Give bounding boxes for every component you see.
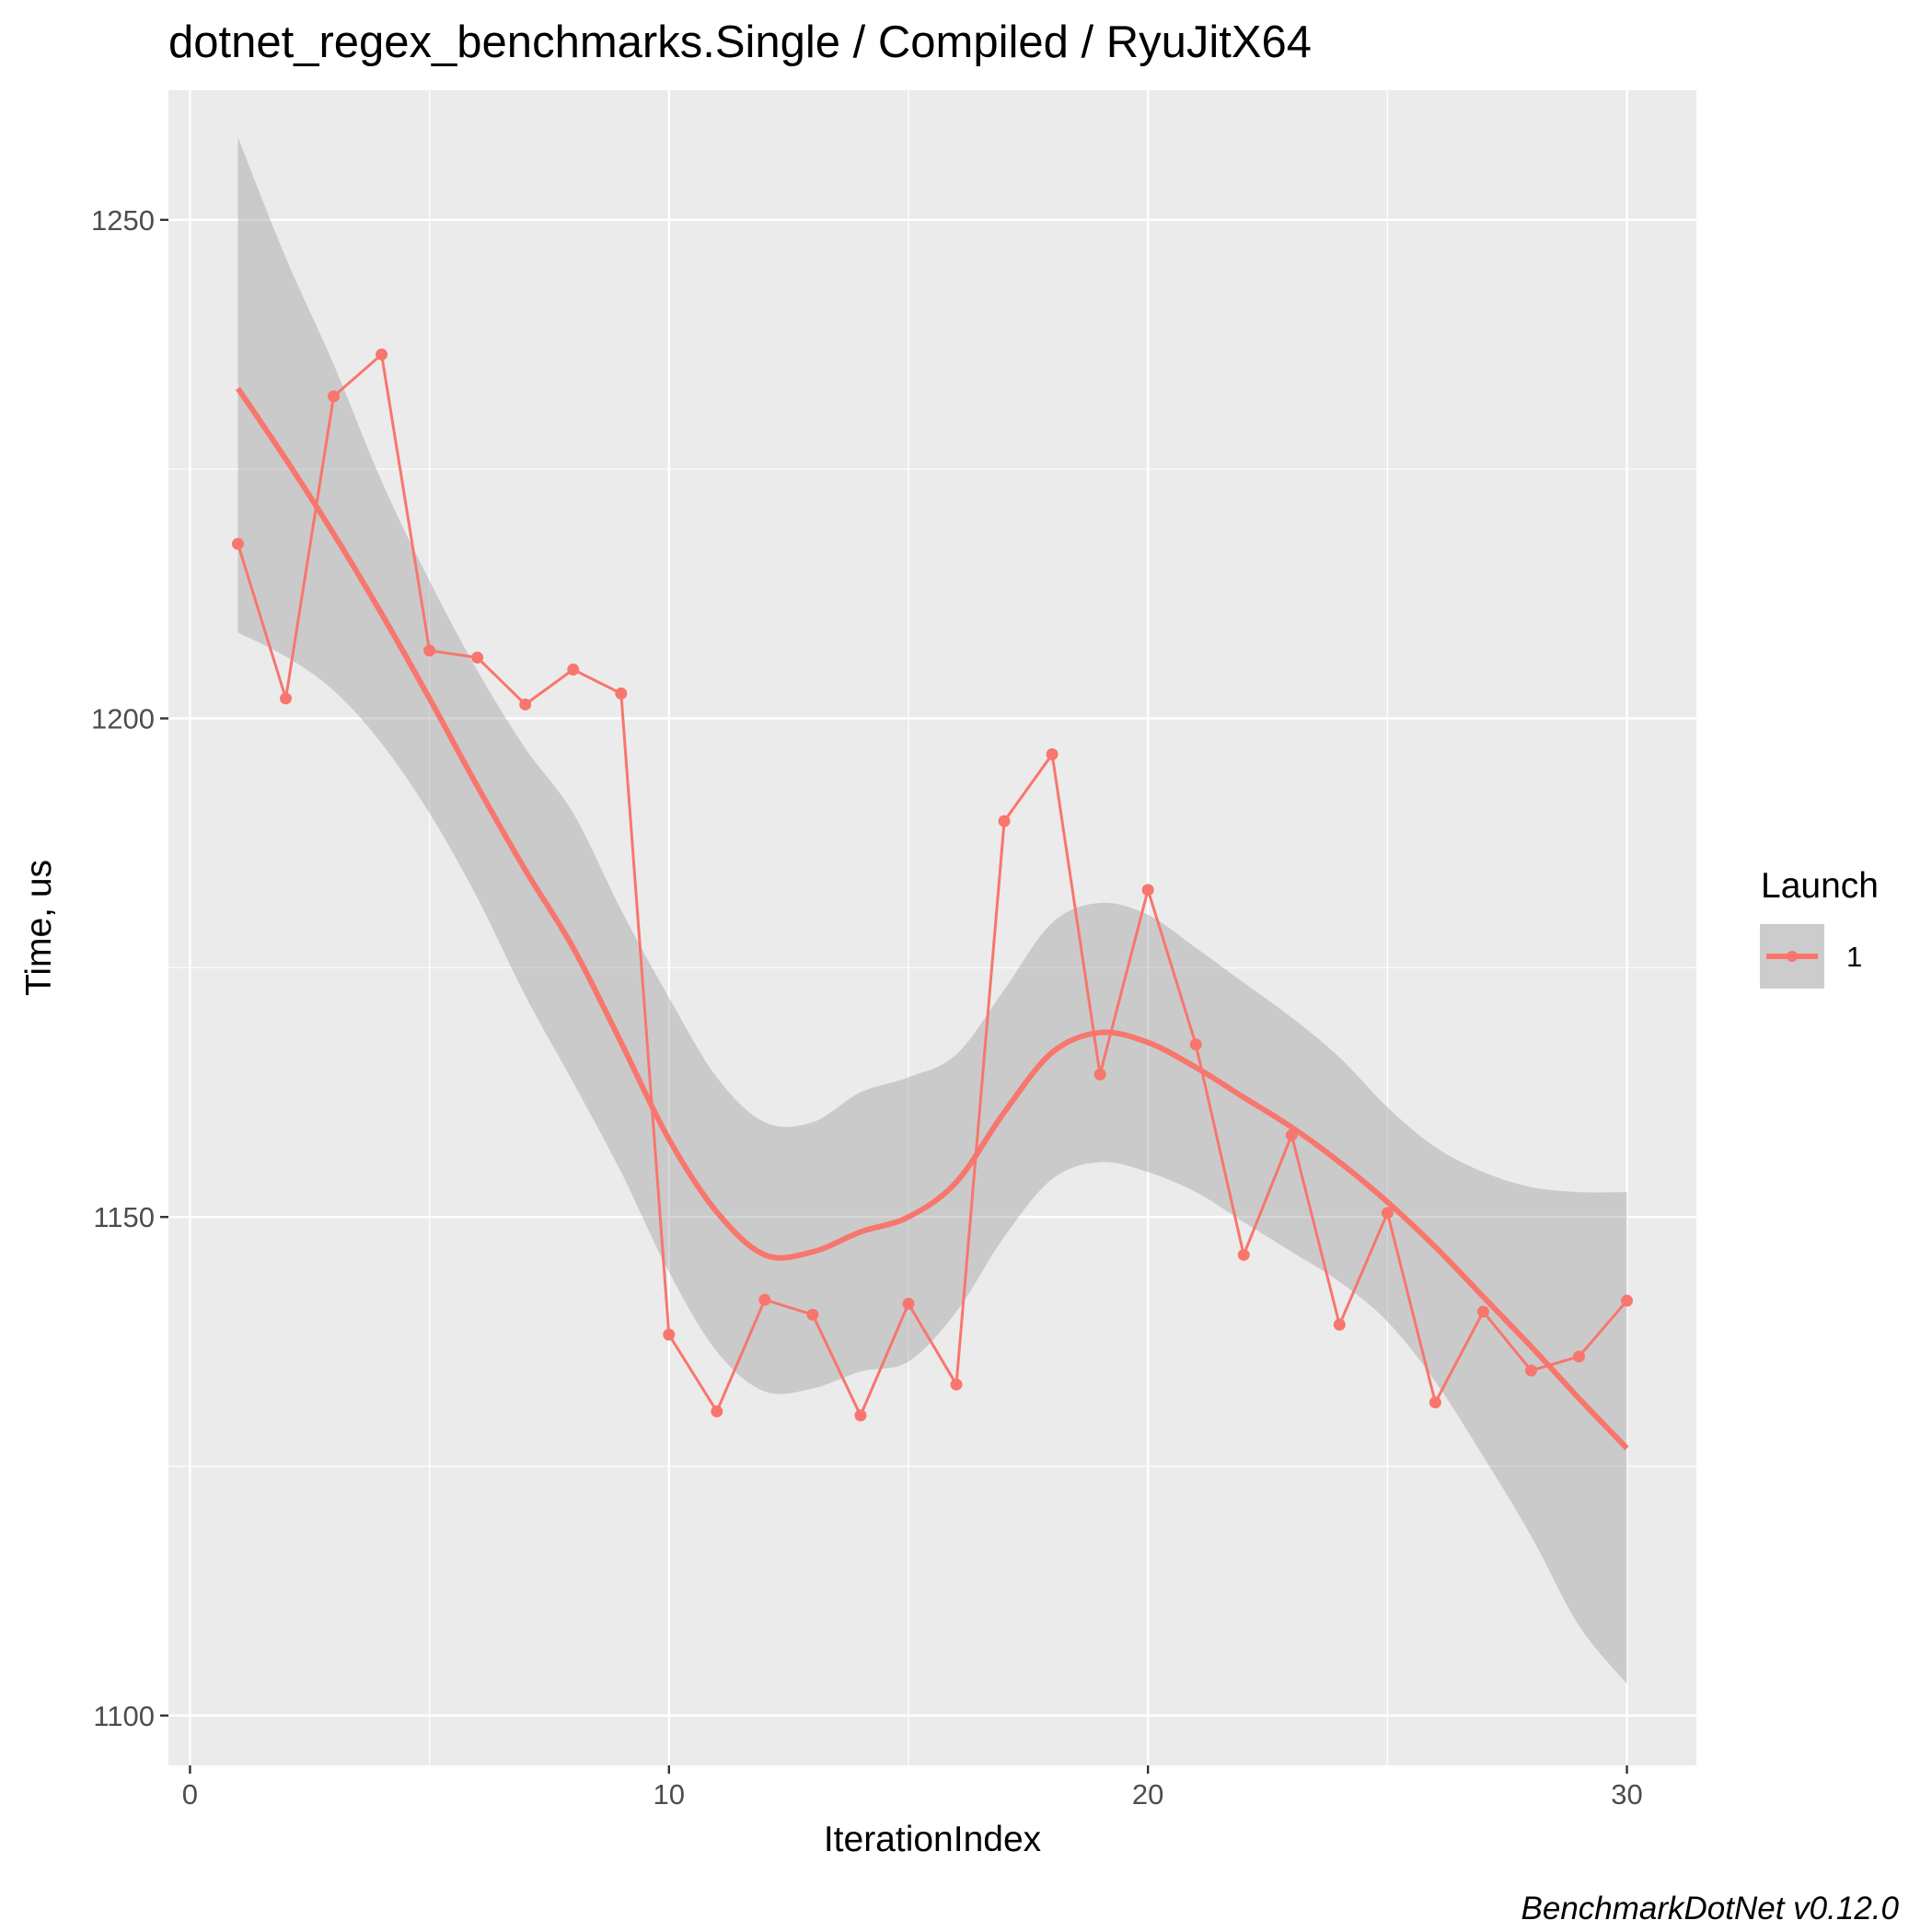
- series-line: [237, 352, 1628, 1419]
- confidence-ribbon: [237, 136, 1627, 1684]
- data-point: [567, 663, 580, 676]
- data-point: [1141, 884, 1154, 897]
- y-tick-label: 1250: [91, 204, 155, 237]
- y-axis-title: Time, us: [19, 860, 59, 996]
- data-point: [1524, 1364, 1537, 1377]
- major-gridlines: [168, 90, 1696, 1765]
- data-point: [279, 692, 292, 705]
- data-point: [1381, 1207, 1394, 1220]
- x-tick-label: 20: [1132, 1778, 1163, 1811]
- data-point: [328, 390, 341, 403]
- legend-key-point: [1787, 951, 1798, 962]
- minor-gridlines: [168, 90, 1696, 1765]
- data-point: [615, 687, 628, 700]
- data-point: [519, 698, 532, 711]
- data-point: [1237, 1248, 1250, 1261]
- y-tick-label: 1200: [91, 703, 155, 735]
- data-point: [1573, 1350, 1586, 1363]
- data-point: [1093, 1068, 1106, 1081]
- data-point: [1189, 1038, 1202, 1051]
- x-axis-title: IterationIndex: [824, 1820, 1042, 1859]
- data-point: [376, 348, 388, 361]
- data-point: [423, 644, 436, 657]
- data-point: [1333, 1318, 1346, 1331]
- data-points: [231, 348, 1634, 1422]
- y-tick-label: 1150: [93, 1201, 155, 1233]
- data-point: [711, 1405, 723, 1417]
- chart-title: dotnet_regex_benchmarks.Single / Compile…: [168, 17, 1312, 67]
- data-point: [806, 1308, 819, 1321]
- y-tick-label: 1100: [93, 1700, 155, 1732]
- x-tick-label: 30: [1611, 1778, 1642, 1811]
- legend: Launch 1: [1760, 866, 1879, 989]
- legend-entry-label: 1: [1846, 941, 1862, 973]
- smooth-trend-line: [236, 387, 1629, 1451]
- data-point: [950, 1378, 963, 1391]
- data-point: [1046, 748, 1059, 760]
- data-point: [1621, 1294, 1634, 1307]
- data-point: [758, 1293, 771, 1306]
- x-tick-label: 10: [654, 1778, 685, 1811]
- panel-background: [168, 90, 1696, 1765]
- data-point: [663, 1328, 676, 1341]
- data-point: [231, 538, 244, 550]
- data-point: [854, 1409, 867, 1422]
- data-point: [998, 815, 1011, 827]
- y-axis-ticks: 1100 1150 1200 1250: [91, 204, 168, 1732]
- legend-title: Launch: [1761, 866, 1879, 906]
- x-axis-ticks: 0 10 20 30: [182, 1765, 1643, 1811]
- data-point: [1476, 1305, 1489, 1318]
- x-tick-label: 0: [182, 1778, 198, 1811]
- data-point: [1429, 1396, 1441, 1409]
- data-point: [471, 651, 484, 664]
- data-point: [902, 1297, 915, 1310]
- caption: BenchmarkDotNet v0.12.0: [1521, 1891, 1900, 1926]
